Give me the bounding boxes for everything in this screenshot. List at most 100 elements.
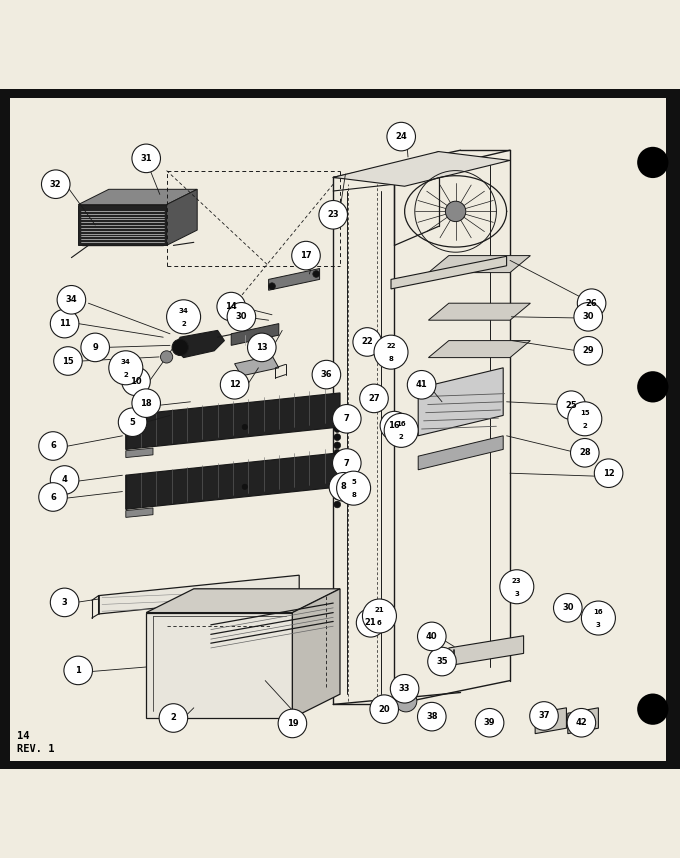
Circle shape [220, 371, 249, 399]
Text: 14: 14 [17, 731, 29, 741]
Circle shape [329, 473, 358, 501]
Circle shape [64, 656, 92, 685]
Text: 2: 2 [583, 423, 587, 429]
Text: 1: 1 [75, 666, 81, 675]
Text: 27: 27 [368, 394, 380, 403]
Text: 8: 8 [351, 492, 356, 498]
Text: 36: 36 [320, 370, 333, 379]
Circle shape [445, 201, 466, 221]
Circle shape [637, 372, 668, 402]
Text: 38: 38 [426, 712, 437, 721]
Text: 11: 11 [58, 319, 71, 328]
Circle shape [132, 144, 160, 172]
Text: 6: 6 [50, 442, 56, 450]
Text: 34: 34 [65, 295, 78, 305]
Text: 7: 7 [344, 414, 350, 423]
Text: 2: 2 [124, 372, 128, 378]
Text: 42: 42 [575, 718, 588, 728]
Circle shape [292, 241, 320, 270]
Text: 30: 30 [562, 603, 573, 613]
Text: 35: 35 [436, 657, 448, 666]
Text: 26: 26 [585, 299, 598, 308]
Polygon shape [449, 636, 524, 666]
Text: 12: 12 [602, 468, 615, 478]
Polygon shape [126, 448, 153, 457]
Circle shape [360, 384, 388, 413]
Circle shape [313, 270, 320, 277]
Polygon shape [235, 355, 279, 376]
Text: 31: 31 [140, 154, 152, 163]
Text: 9: 9 [92, 343, 98, 352]
Polygon shape [333, 152, 510, 186]
Text: 5: 5 [130, 418, 135, 426]
Text: 33: 33 [399, 685, 410, 693]
Circle shape [109, 351, 143, 384]
Text: 3: 3 [514, 590, 520, 596]
Text: 24: 24 [395, 132, 407, 141]
Text: 30: 30 [583, 312, 594, 321]
Circle shape [172, 339, 188, 355]
Circle shape [39, 432, 67, 460]
Text: 37: 37 [539, 711, 549, 721]
Polygon shape [99, 575, 299, 614]
Text: 23: 23 [327, 210, 339, 220]
Circle shape [475, 709, 504, 737]
Polygon shape [78, 204, 167, 245]
Text: 21: 21 [375, 607, 384, 613]
Circle shape [418, 622, 446, 650]
Circle shape [227, 303, 256, 331]
Text: 40: 40 [426, 631, 438, 641]
Circle shape [334, 485, 341, 492]
Polygon shape [231, 323, 279, 346]
Text: 25: 25 [565, 401, 577, 410]
Text: 2: 2 [171, 714, 176, 722]
Circle shape [50, 466, 79, 494]
Polygon shape [269, 269, 320, 290]
Text: 2: 2 [182, 321, 186, 327]
Circle shape [390, 674, 419, 703]
Circle shape [500, 570, 534, 604]
Circle shape [356, 608, 385, 637]
Circle shape [122, 367, 150, 396]
Circle shape [278, 710, 307, 738]
Text: 15: 15 [580, 409, 590, 415]
Circle shape [333, 404, 361, 433]
Text: 17: 17 [300, 251, 312, 260]
Text: 29: 29 [582, 347, 594, 355]
Polygon shape [292, 589, 340, 718]
Text: 16: 16 [396, 421, 406, 427]
Circle shape [567, 709, 596, 737]
Circle shape [337, 471, 371, 505]
Circle shape [334, 450, 341, 456]
Text: 3: 3 [596, 622, 601, 628]
Circle shape [568, 402, 602, 436]
Circle shape [637, 693, 668, 725]
Circle shape [637, 147, 668, 178]
Text: 22: 22 [386, 343, 396, 349]
Circle shape [269, 283, 275, 290]
Text: 6: 6 [50, 492, 56, 501]
Circle shape [39, 483, 67, 511]
Polygon shape [418, 368, 503, 436]
Circle shape [167, 299, 201, 334]
Text: 4: 4 [62, 475, 67, 485]
Circle shape [132, 389, 160, 418]
Polygon shape [418, 436, 503, 470]
Circle shape [333, 449, 361, 477]
Circle shape [370, 695, 398, 723]
Circle shape [577, 289, 606, 317]
Text: 23: 23 [512, 577, 522, 583]
Circle shape [334, 442, 341, 449]
Text: 34: 34 [179, 308, 188, 314]
Text: 34: 34 [121, 359, 131, 365]
Text: 7: 7 [344, 458, 350, 468]
Text: 28: 28 [579, 448, 591, 457]
Text: 16: 16 [594, 609, 603, 615]
Text: 39: 39 [484, 718, 495, 728]
Text: 41: 41 [415, 380, 428, 390]
Circle shape [581, 601, 615, 635]
Circle shape [81, 333, 109, 362]
Circle shape [353, 328, 381, 356]
Circle shape [160, 351, 173, 363]
Circle shape [384, 414, 418, 447]
